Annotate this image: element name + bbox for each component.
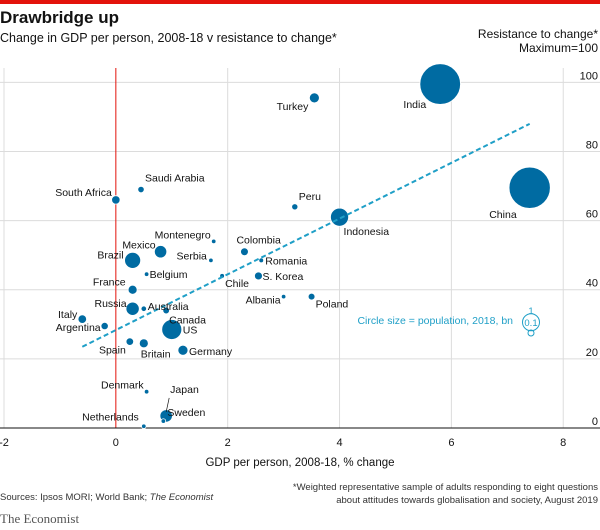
x-tick-label-8: 8 [560, 437, 566, 449]
footnote: *Weighted representative sample of adult… [292, 482, 598, 506]
bubble-albania [280, 293, 287, 300]
bubble-serbia [208, 257, 214, 264]
x-tick-label-0: 0 [113, 437, 119, 449]
y-tick-label-60: 60 [586, 209, 598, 221]
label-romania: Romania [265, 255, 307, 267]
size-legend-note: Circle size = population, 2018, bn [357, 315, 513, 327]
bubble-saudi-arabia [137, 185, 145, 194]
label-poland: Poland [316, 299, 349, 311]
bubble-brazil [124, 251, 142, 269]
bubble-mexico [153, 245, 168, 259]
label-australia: Australia [148, 301, 189, 313]
label-albania: Albania [246, 295, 281, 307]
bubble-britain [138, 338, 149, 349]
label-saudi-arabia: Saudi Arabia [145, 173, 205, 185]
label-italy: Italy [58, 309, 78, 321]
x-axis-label: GDP per person, 2008-18, % change [205, 457, 395, 469]
sources-italic: The Economist [149, 492, 214, 503]
size-legend-value-large: 1 [528, 306, 533, 317]
label-russia: Russia [95, 298, 127, 310]
sources-text: Sources: Ipsos MORI; World Bank; [0, 492, 150, 503]
label-colombia: Colombia [236, 235, 281, 247]
bubble-russia [125, 301, 140, 316]
bubble-germany [177, 344, 189, 356]
chart-subtitle: Change in GDP per person, 2008-18 v resi… [0, 31, 337, 45]
bubble-poland [307, 292, 316, 301]
bubble-australia [140, 305, 147, 312]
bubble-turkey [308, 92, 320, 104]
bubble-sweden [160, 418, 167, 424]
bubble-denmark [143, 389, 150, 395]
bubble-south-africa [111, 195, 121, 205]
label-germany: Germany [189, 346, 233, 358]
label-sweden: Sweden [167, 407, 205, 419]
label-spain: Spain [99, 345, 126, 357]
y-tick-label-80: 80 [586, 139, 598, 151]
bubble-france [127, 284, 138, 295]
bubble-belgium [143, 271, 150, 277]
size-legend-circle-large [522, 313, 540, 332]
label-belgium: Belgium [150, 269, 188, 281]
label-turkey: Turkey [277, 101, 309, 113]
bubble-india [419, 63, 461, 105]
label-mexico: Mexico [122, 240, 155, 252]
bubble-canada [162, 306, 170, 315]
label-peru: Peru [299, 191, 321, 203]
legend-title-line1: Resistance to change* [477, 27, 598, 41]
size-legend-title: Resistance to change* Maximum=100 [478, 27, 598, 55]
label-south-africa: South Africa [55, 187, 112, 199]
bubble-spain [125, 337, 135, 346]
bubble-peru [291, 203, 299, 211]
label-indonesia: Indonesia [344, 226, 390, 238]
x-tick-label-4: 4 [336, 437, 342, 449]
x-tick-label-6: 6 [448, 437, 454, 449]
chart-title: Drawbridge up [0, 8, 120, 27]
label-montenegro: Montenegro [155, 229, 211, 241]
bubble-argentina [100, 321, 109, 331]
bubble-indonesia [330, 207, 349, 227]
bubble-italy [77, 314, 87, 324]
y-tick-label-40: 40 [586, 278, 598, 290]
label-argentina: Argentina [56, 322, 101, 334]
label-japan: Japan [170, 384, 199, 396]
bubble-s-korea [254, 271, 263, 281]
label-brazil: Brazil [97, 249, 123, 261]
label-britain: Britain [141, 348, 171, 360]
label-france: France [93, 277, 126, 289]
label-netherlands: Netherlands [82, 411, 139, 423]
label-chile: Chile [225, 278, 249, 290]
brand-logo-text: The Economist [0, 511, 80, 526]
label-us: US [183, 324, 198, 336]
size-legend-circle-small [527, 329, 535, 337]
bubble-netherlands [141, 423, 147, 429]
y-tick-label-100: 100 [580, 70, 598, 82]
y-tick-label-20: 20 [586, 347, 598, 359]
bubble-us [161, 319, 183, 340]
legend-title-line2: Maximum=100 [518, 41, 598, 55]
label-china: China [489, 209, 517, 221]
label-canada: Canada [169, 314, 206, 326]
x-tick-label--2: -2 [0, 437, 9, 449]
bubble-montenegro [211, 238, 217, 245]
size-legend-value-small: 0.1 [524, 318, 537, 329]
bubble-colombia [240, 247, 249, 257]
bubble-romania [258, 257, 265, 264]
bubble-china [508, 166, 551, 209]
trend-line [81, 122, 531, 348]
japan-leader-line [165, 397, 170, 412]
label-denmark: Denmark [101, 380, 144, 392]
x-tick-label-2: 2 [225, 437, 231, 449]
label-s-korea: S. Korea [262, 271, 303, 283]
accent-bar [0, 0, 600, 4]
sources-note: Sources: Ipsos MORI; World Bank; The Eco… [0, 492, 213, 503]
label-india: India [403, 99, 426, 111]
label-serbia: Serbia [177, 250, 208, 262]
y-tick-label-0: 0 [592, 416, 598, 428]
